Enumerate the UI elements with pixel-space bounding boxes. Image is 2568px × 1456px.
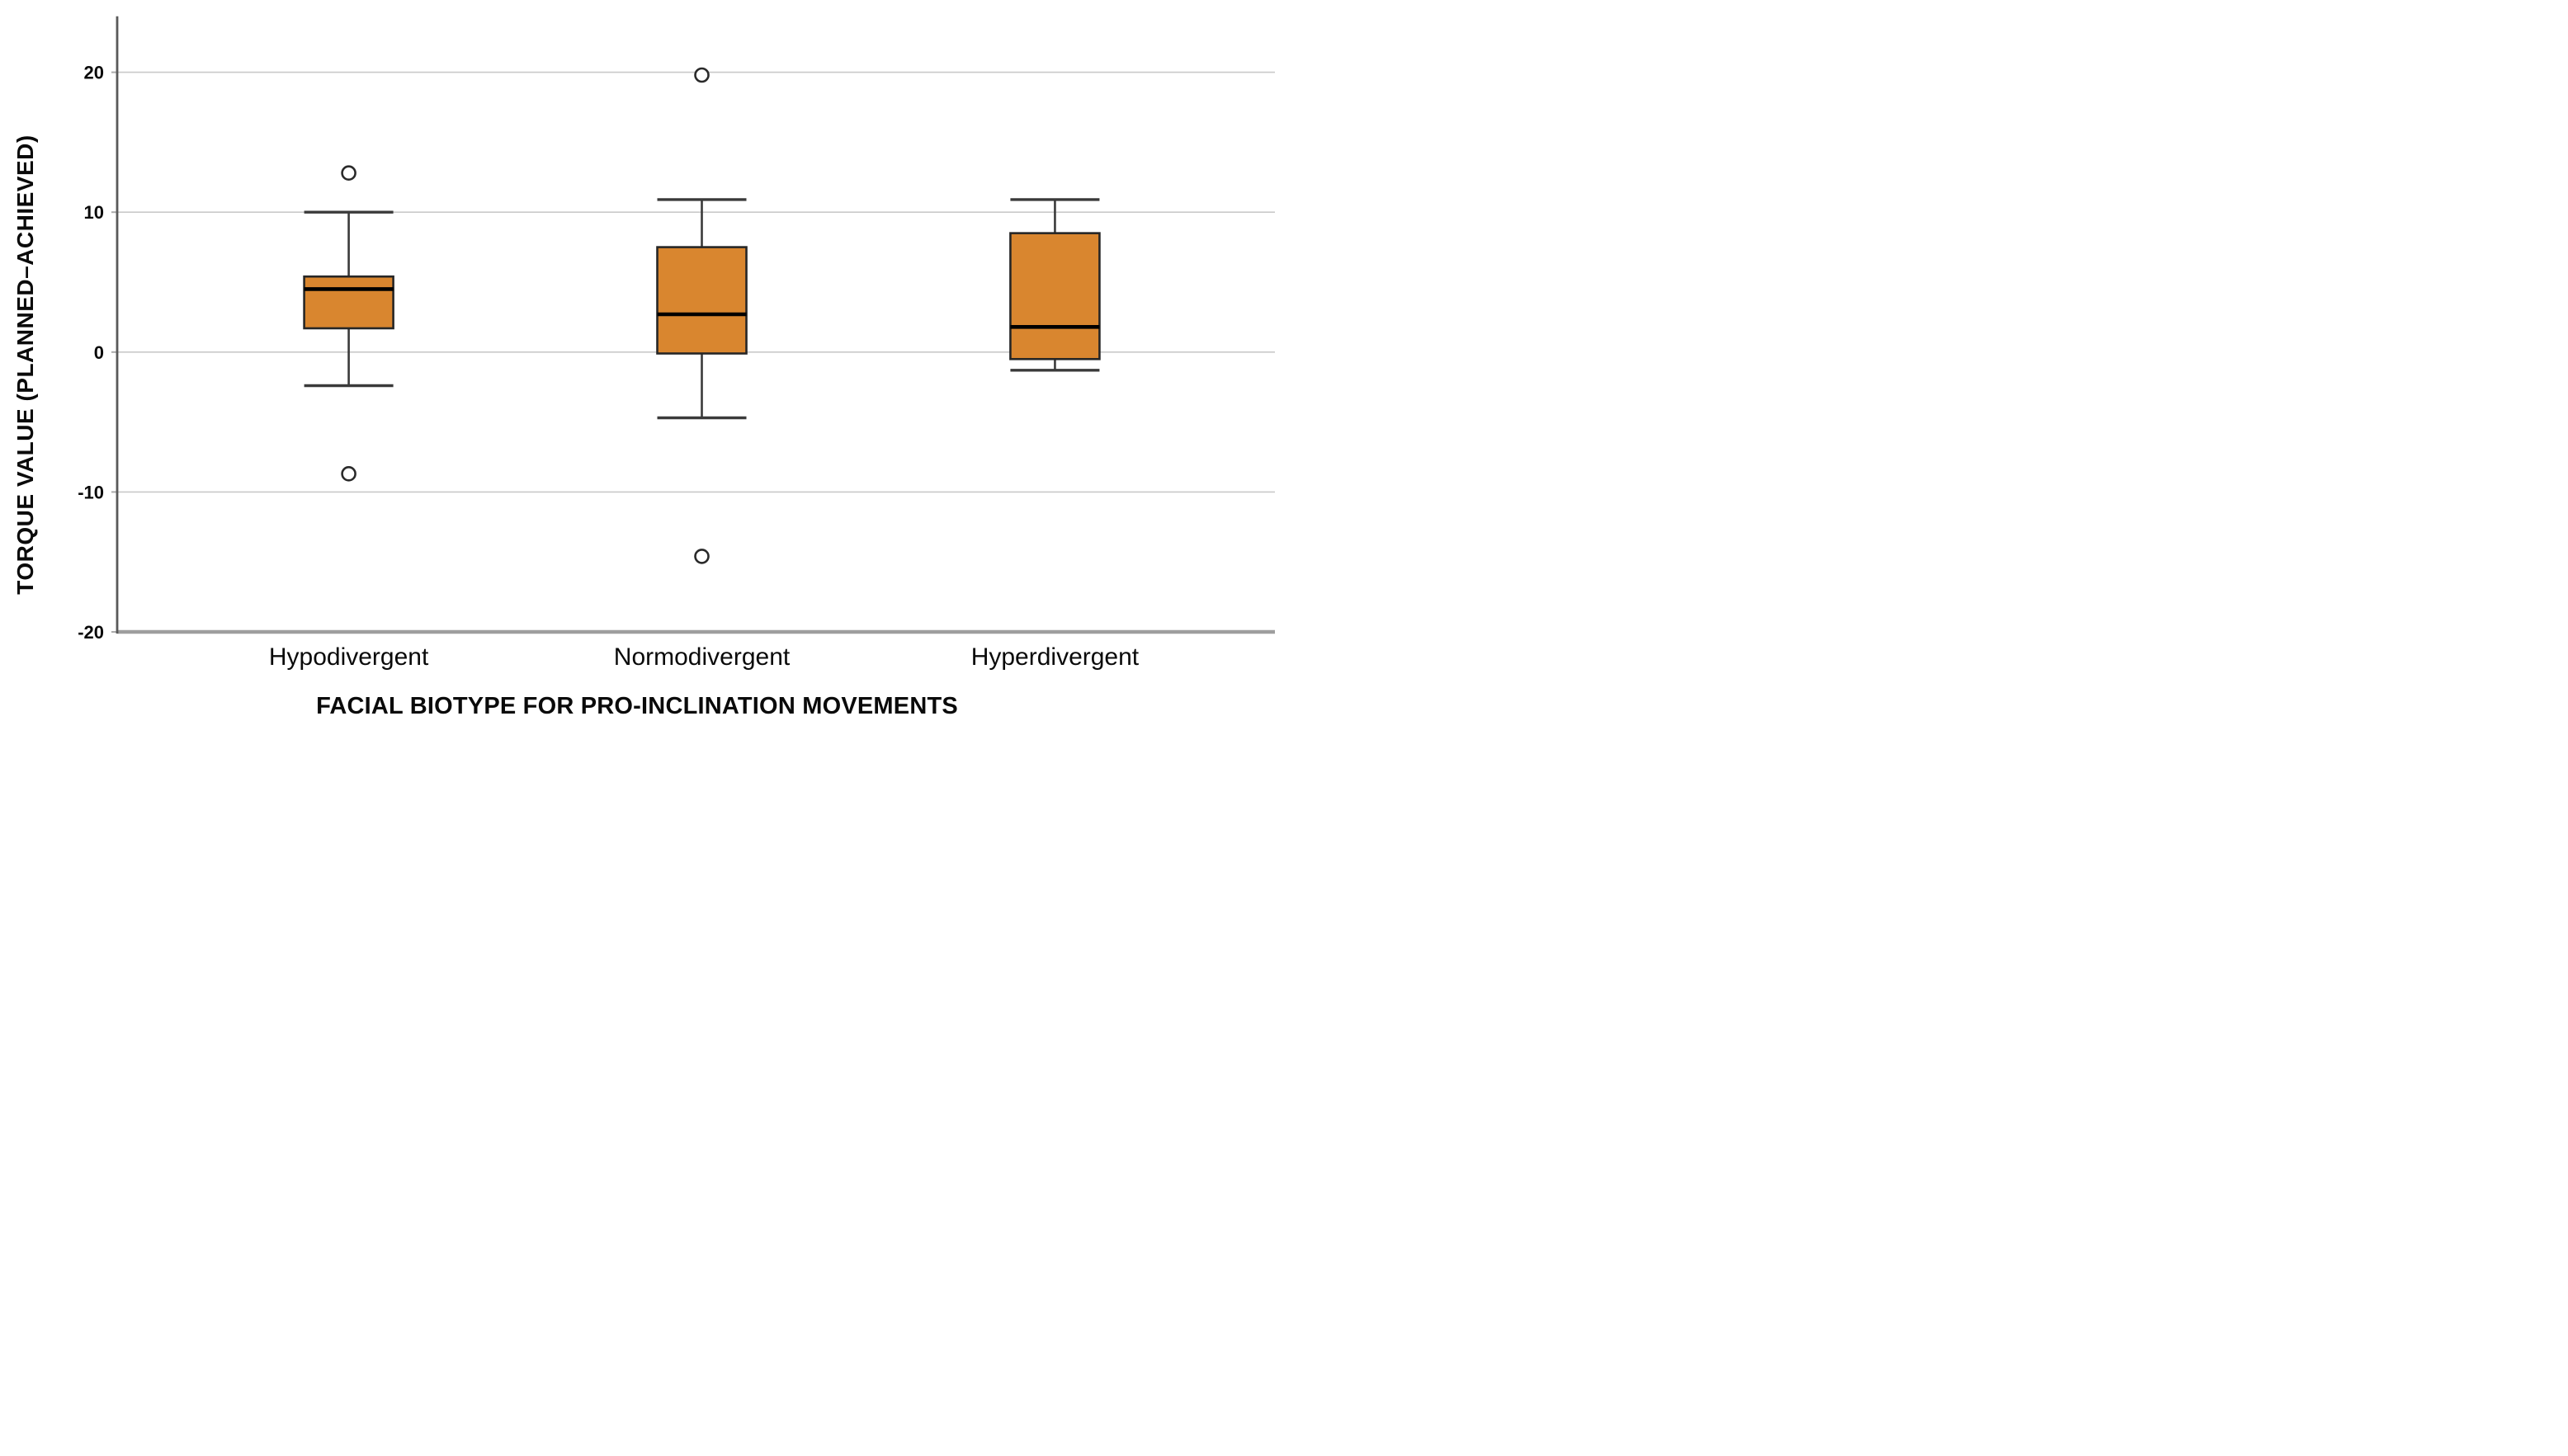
box-hypodivergent	[303, 275, 394, 330]
outlier-point	[341, 466, 356, 482]
outlier-point	[694, 549, 710, 564]
box-hyperdivergent	[1009, 232, 1101, 360]
y-tick-label: 10	[84, 202, 104, 223]
outlier-point	[341, 165, 356, 181]
boxplot-figure: TORQUE VALUE (PLANNED–ACHIEVED) 20 10 0 -10…	[0, 0, 1284, 728]
y-tick-label: -20	[78, 622, 104, 643]
y-tick-label: 20	[84, 63, 104, 83]
boxplot-canvas: 20 10 0 -10 -20 Hypodivergent Normodivergent Hy…	[78, 16, 1275, 671]
category-label: Hyperdivergent	[971, 643, 1140, 671]
y-tick-label: -10	[78, 482, 104, 502]
outlier-point	[694, 67, 710, 83]
x-axis-title: FACIAL BIOTYPE FOR PRO-INCLINATION MOVEM…	[316, 693, 958, 719]
category-label: Hypodivergent	[269, 643, 429, 671]
box-normodivergent	[656, 246, 748, 355]
y-tick-label: 0	[94, 342, 104, 363]
category-label: Normodivergent	[614, 643, 791, 671]
